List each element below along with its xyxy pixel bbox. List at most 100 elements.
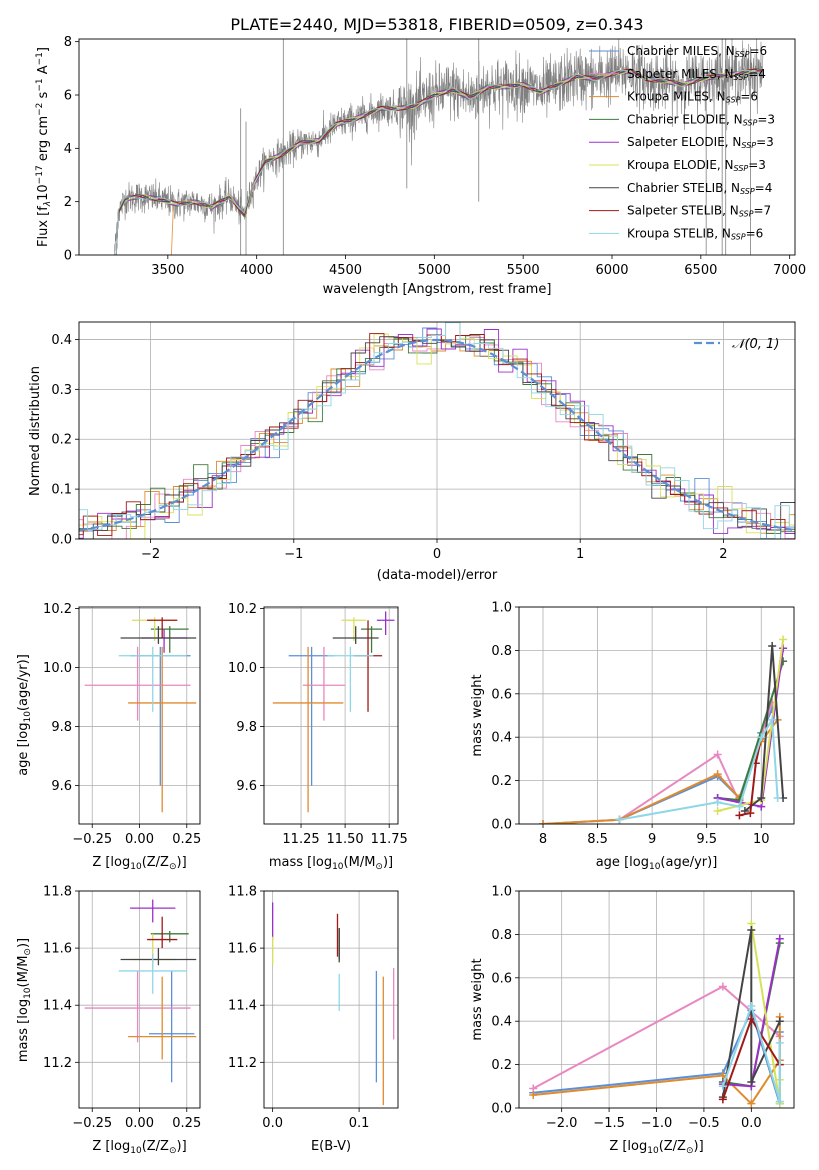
- label-part: λ: [43, 201, 53, 207]
- data-point-marker: [775, 934, 784, 943]
- label-part: )]: [177, 1139, 187, 1154]
- x-tick-label: 11.25: [282, 832, 319, 847]
- legend-label: Salpeter STELIB, N: [627, 204, 739, 218]
- label-part: Z [log: [92, 1139, 130, 1154]
- plot-area: [529, 919, 784, 1108]
- data-spectrum-line: [114, 39, 764, 255]
- data-point-marker: [757, 793, 766, 802]
- legend-label: Salpeter MILES, N: [627, 67, 734, 81]
- legend-sub: SSP: [726, 96, 741, 105]
- data-point-marker: [713, 750, 722, 759]
- model-line-kroupa-stelib: [115, 69, 763, 255]
- y-tick-label: 10.2: [43, 602, 72, 617]
- x-tick-label: 1: [576, 547, 584, 562]
- y-axis-label: mass weight: [470, 958, 485, 1040]
- data-point-marker: [775, 1038, 784, 1047]
- x-tick-label: 6000: [595, 263, 628, 278]
- x-tick-label: 0.25: [172, 832, 201, 847]
- y-tick-label: 0: [64, 249, 72, 264]
- legend-sub: SSP: [731, 233, 746, 242]
- data-point-marker: [735, 802, 744, 811]
- y-tick-label: 9.8: [51, 720, 72, 735]
- legend-entry: Kroupa ELODIE, NSSP=3: [627, 158, 766, 173]
- x-tick-label: 0.25: [172, 1116, 201, 1131]
- data-point-marker: [713, 806, 722, 815]
- label-part: age [log: [16, 723, 31, 776]
- legend-label: Chabrier ELODIE, N: [627, 112, 743, 126]
- x-axis-label: E(B-V): [311, 1139, 351, 1154]
- histogram-salpeter-elodie: [79, 328, 795, 539]
- label-part: 10: [23, 987, 33, 999]
- x-tick-label: −1.5: [593, 1116, 625, 1131]
- y-axis-label: Normed distribution: [28, 366, 43, 496]
- axes-frame: [518, 606, 795, 825]
- histogram-salpeter-miles: [79, 334, 795, 539]
- plot-area: [272, 611, 395, 813]
- plot-area: [271, 902, 395, 1106]
- x-tick-label: 9: [648, 832, 656, 847]
- label-part: mass [log: [16, 999, 31, 1062]
- y-tick-label: 11.8: [228, 885, 257, 900]
- y-axis-label: mass weight: [470, 674, 485, 756]
- x-axis-label: Z [log10(Z/Z⊙)]: [92, 1139, 186, 1156]
- x-tick-label: −1: [284, 547, 303, 562]
- data-point-marker: [718, 1095, 727, 1104]
- x-axis-label: (data-model)/error: [377, 568, 498, 583]
- y-tick-label: 0.2: [491, 1058, 512, 1073]
- data-point-marker: [779, 635, 788, 644]
- legend-label: Kroupa ELODIE, N: [627, 158, 734, 172]
- x-tick-label: 3500: [151, 263, 184, 278]
- label-part: ⊙: [169, 862, 177, 872]
- y-tick-label: 0.4: [51, 333, 72, 348]
- axes-frame: [78, 38, 796, 256]
- plot-area: [84, 899, 197, 1083]
- series-line: [744, 646, 785, 812]
- model-line-salpeter-stelib: [115, 68, 763, 255]
- legend-sub: SSP: [735, 50, 750, 59]
- legend-value: =3: [756, 135, 774, 149]
- label-part: −1: [35, 52, 45, 65]
- y-tick-label: 4: [64, 142, 72, 157]
- x-tick-label: 5000: [418, 263, 451, 278]
- label-part: 10: [649, 862, 661, 872]
- legend-value: =6: [749, 44, 767, 58]
- x-tick-label: 0.00: [125, 832, 154, 847]
- panel-age-vs-Z: −0.25 0.00 0.259.69.810.010.2Z [log10(Z/Z⊙…: [16, 602, 201, 872]
- data-point-marker: [775, 1017, 784, 1026]
- y-tick-label: 0.3: [51, 383, 72, 398]
- label-part: 10: [647, 1146, 659, 1156]
- panel-mass-vs-ebv: 0.0 0.1 11.2 11.4 11.6 11.8 E(B-V): [228, 885, 399, 1154]
- data-point-marker: [539, 820, 548, 824]
- axes-frame: [263, 890, 399, 1109]
- y-tick-label: 0.8: [491, 928, 512, 943]
- label-part: )]: [16, 938, 31, 948]
- legend-label: Kroupa MILES, N: [627, 90, 726, 104]
- x-tick-label: 4000: [240, 263, 273, 278]
- y-axis-label: age [log10(age/yr)]: [16, 654, 33, 776]
- legend-entry: Chabrier STELIB, NSSP=4: [627, 181, 772, 196]
- x-tick-label: 10: [753, 832, 770, 847]
- legend-value: =3: [757, 112, 775, 126]
- y-tick-label: 0.0: [51, 533, 72, 548]
- x-tick-label: 6500: [684, 263, 717, 278]
- legend-value: =4: [755, 181, 773, 195]
- data-point-marker: [718, 1082, 727, 1091]
- label-part: (Z/Z: [142, 855, 169, 870]
- legend-value: =7: [753, 204, 771, 218]
- y-axis-label: mass [log10(M/M⊙)]: [16, 938, 33, 1062]
- label-part: 10: [36, 184, 51, 201]
- y-tick-label: 0.2: [491, 774, 512, 789]
- label-part: −17: [35, 165, 45, 184]
- legend-entry: Chabrier MILES, NSSP=6: [627, 44, 767, 59]
- data-point-marker: [746, 809, 755, 818]
- y-tick-label: 0.6: [491, 971, 512, 986]
- x-tick-label: 2: [719, 547, 727, 562]
- panel-mass-weight-vs-Z: −2.0 −1.5 −1.0 −0.5 0.0 0.0 0.2 0.4 0.6 0.8 1.0 Z […: [470, 885, 795, 1156]
- plot-area: [79, 322, 795, 539]
- y-tick-label: 0.4: [491, 1015, 512, 1030]
- plot-area: [84, 617, 197, 813]
- label-part: Z [log: [92, 855, 130, 870]
- chart-panels: 3500 4000 4500 5000 5500 6000 6500 7000 0 2 4 6 8 Cha…: [16, 35, 806, 1156]
